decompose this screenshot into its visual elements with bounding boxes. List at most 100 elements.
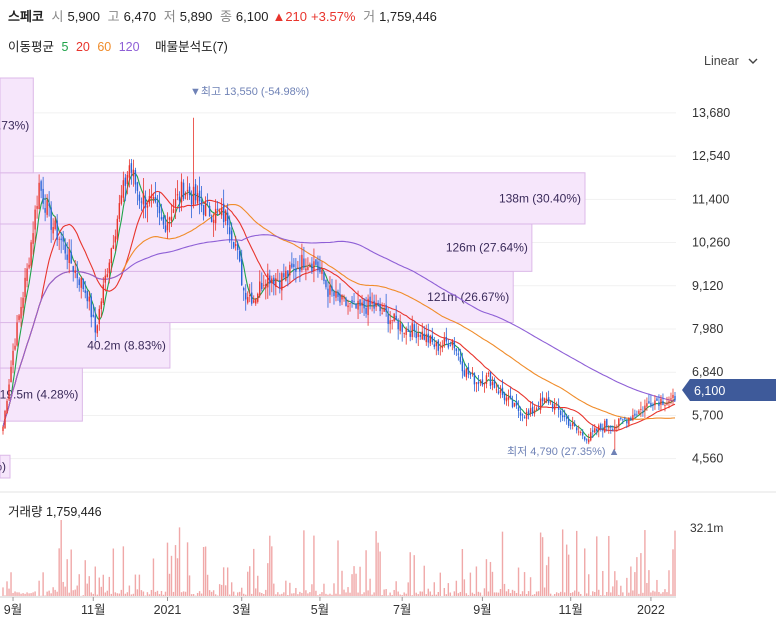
candle-body bbox=[543, 398, 546, 403]
moving-average-legend[interactable]: 이동평균 5 20 60 120 매물분석도(7) bbox=[8, 36, 232, 55]
volume-bar bbox=[381, 595, 383, 596]
candle-body bbox=[88, 296, 90, 302]
candle-body bbox=[190, 195, 193, 205]
volume-bar bbox=[8, 588, 10, 596]
candle-body bbox=[76, 273, 78, 279]
candle-body bbox=[204, 202, 207, 217]
volume-bar bbox=[301, 592, 303, 596]
volume-bar bbox=[527, 591, 530, 596]
candle-body bbox=[600, 423, 602, 429]
volume-bar bbox=[618, 594, 620, 596]
volume-bar bbox=[257, 575, 259, 596]
volume-bar bbox=[200, 593, 203, 596]
volume-bar bbox=[359, 566, 361, 596]
candle-body bbox=[188, 186, 191, 195]
volume-bar bbox=[160, 590, 163, 596]
candle-body bbox=[313, 261, 315, 271]
volume-bar bbox=[337, 540, 339, 596]
candle-body bbox=[475, 382, 478, 384]
candle-body bbox=[626, 420, 628, 424]
volume-bar bbox=[371, 594, 373, 596]
candle-body bbox=[624, 418, 626, 420]
volume-bar bbox=[447, 583, 450, 596]
candle-body bbox=[102, 284, 105, 304]
time-tick-label: 11월 bbox=[81, 603, 105, 617]
candle-body bbox=[218, 211, 221, 212]
volume-bar bbox=[228, 594, 231, 596]
volume-bar bbox=[166, 542, 169, 596]
volume-profile-label: 2.12m (0.47%) bbox=[0, 460, 6, 474]
candle-body bbox=[192, 186, 195, 206]
candle-body bbox=[529, 408, 532, 414]
volume-bar bbox=[24, 593, 26, 596]
volume-bar bbox=[539, 532, 542, 596]
candle-body bbox=[178, 196, 181, 201]
volume-bar bbox=[118, 593, 121, 596]
volume-bar bbox=[174, 545, 177, 596]
candle-body bbox=[646, 403, 648, 407]
candle-body bbox=[50, 207, 52, 230]
volume-bar bbox=[102, 574, 105, 596]
volume-bar bbox=[10, 572, 12, 596]
volume-bar bbox=[146, 592, 149, 596]
volume-bar bbox=[405, 593, 407, 596]
volume-bar bbox=[573, 590, 576, 596]
candle-body bbox=[668, 401, 670, 404]
candle-body bbox=[485, 375, 488, 385]
volume-bar bbox=[263, 594, 265, 596]
volume-bar bbox=[612, 586, 614, 596]
candle-body bbox=[40, 181, 42, 191]
volume-bar bbox=[509, 593, 512, 596]
candle-body bbox=[160, 217, 163, 220]
volume-bar bbox=[96, 594, 98, 596]
candle-body bbox=[265, 284, 267, 289]
candle-body bbox=[228, 227, 231, 235]
volume-bar bbox=[180, 592, 183, 596]
volume-bar bbox=[423, 565, 425, 596]
volume-value: 1,759,446 bbox=[379, 9, 437, 24]
candle-body bbox=[656, 398, 658, 401]
volume-bar bbox=[487, 591, 490, 596]
candle-body bbox=[261, 282, 263, 290]
ma-20-label: 20 bbox=[75, 40, 90, 54]
volume-profile-label: 매물분석도(7) bbox=[155, 40, 228, 54]
volume-bar bbox=[192, 594, 195, 596]
volume-bar bbox=[513, 590, 516, 596]
volume-bar bbox=[598, 589, 600, 596]
volume-bar bbox=[553, 593, 556, 596]
volume-bar bbox=[561, 529, 564, 596]
quote-header: 스페코 시 5,900 고 6,470 저 5,890 종 6,100 ▲210 +3.57… bbox=[8, 6, 441, 25]
change-percent: +3.57% bbox=[311, 9, 356, 24]
volume-bar bbox=[584, 548, 586, 596]
volume-bar bbox=[646, 582, 648, 596]
candle-body bbox=[363, 300, 365, 309]
volume-bar bbox=[311, 584, 313, 596]
time-tick-label: 11월 bbox=[558, 603, 582, 617]
scale-dropdown[interactable]: Linear bbox=[704, 54, 758, 68]
volume-bar bbox=[473, 593, 476, 596]
candle-body bbox=[395, 315, 397, 321]
volume-bar bbox=[351, 574, 353, 596]
close-value: 6,100 bbox=[235, 9, 269, 24]
volume-bar bbox=[590, 595, 592, 596]
candle-body bbox=[24, 277, 26, 297]
candle-body bbox=[443, 337, 446, 346]
candle-body bbox=[64, 244, 66, 254]
volume-bar bbox=[563, 592, 566, 596]
low-annotation: 최저 4,790 (27.35%) ▲ bbox=[507, 445, 619, 458]
volume-bar bbox=[644, 530, 646, 596]
volume-bar bbox=[333, 583, 335, 596]
volume-bar bbox=[383, 589, 385, 596]
volume-bar bbox=[247, 571, 249, 596]
candle-body bbox=[367, 298, 369, 316]
candle-body bbox=[299, 267, 301, 272]
candle-body bbox=[582, 432, 584, 436]
volume-bar bbox=[463, 579, 466, 596]
candle-body bbox=[22, 297, 24, 309]
volume-bar bbox=[622, 592, 624, 596]
candle-body bbox=[16, 322, 18, 346]
candlesticks bbox=[2, 117, 676, 450]
candle-body bbox=[545, 398, 548, 401]
candle-body bbox=[415, 332, 417, 339]
